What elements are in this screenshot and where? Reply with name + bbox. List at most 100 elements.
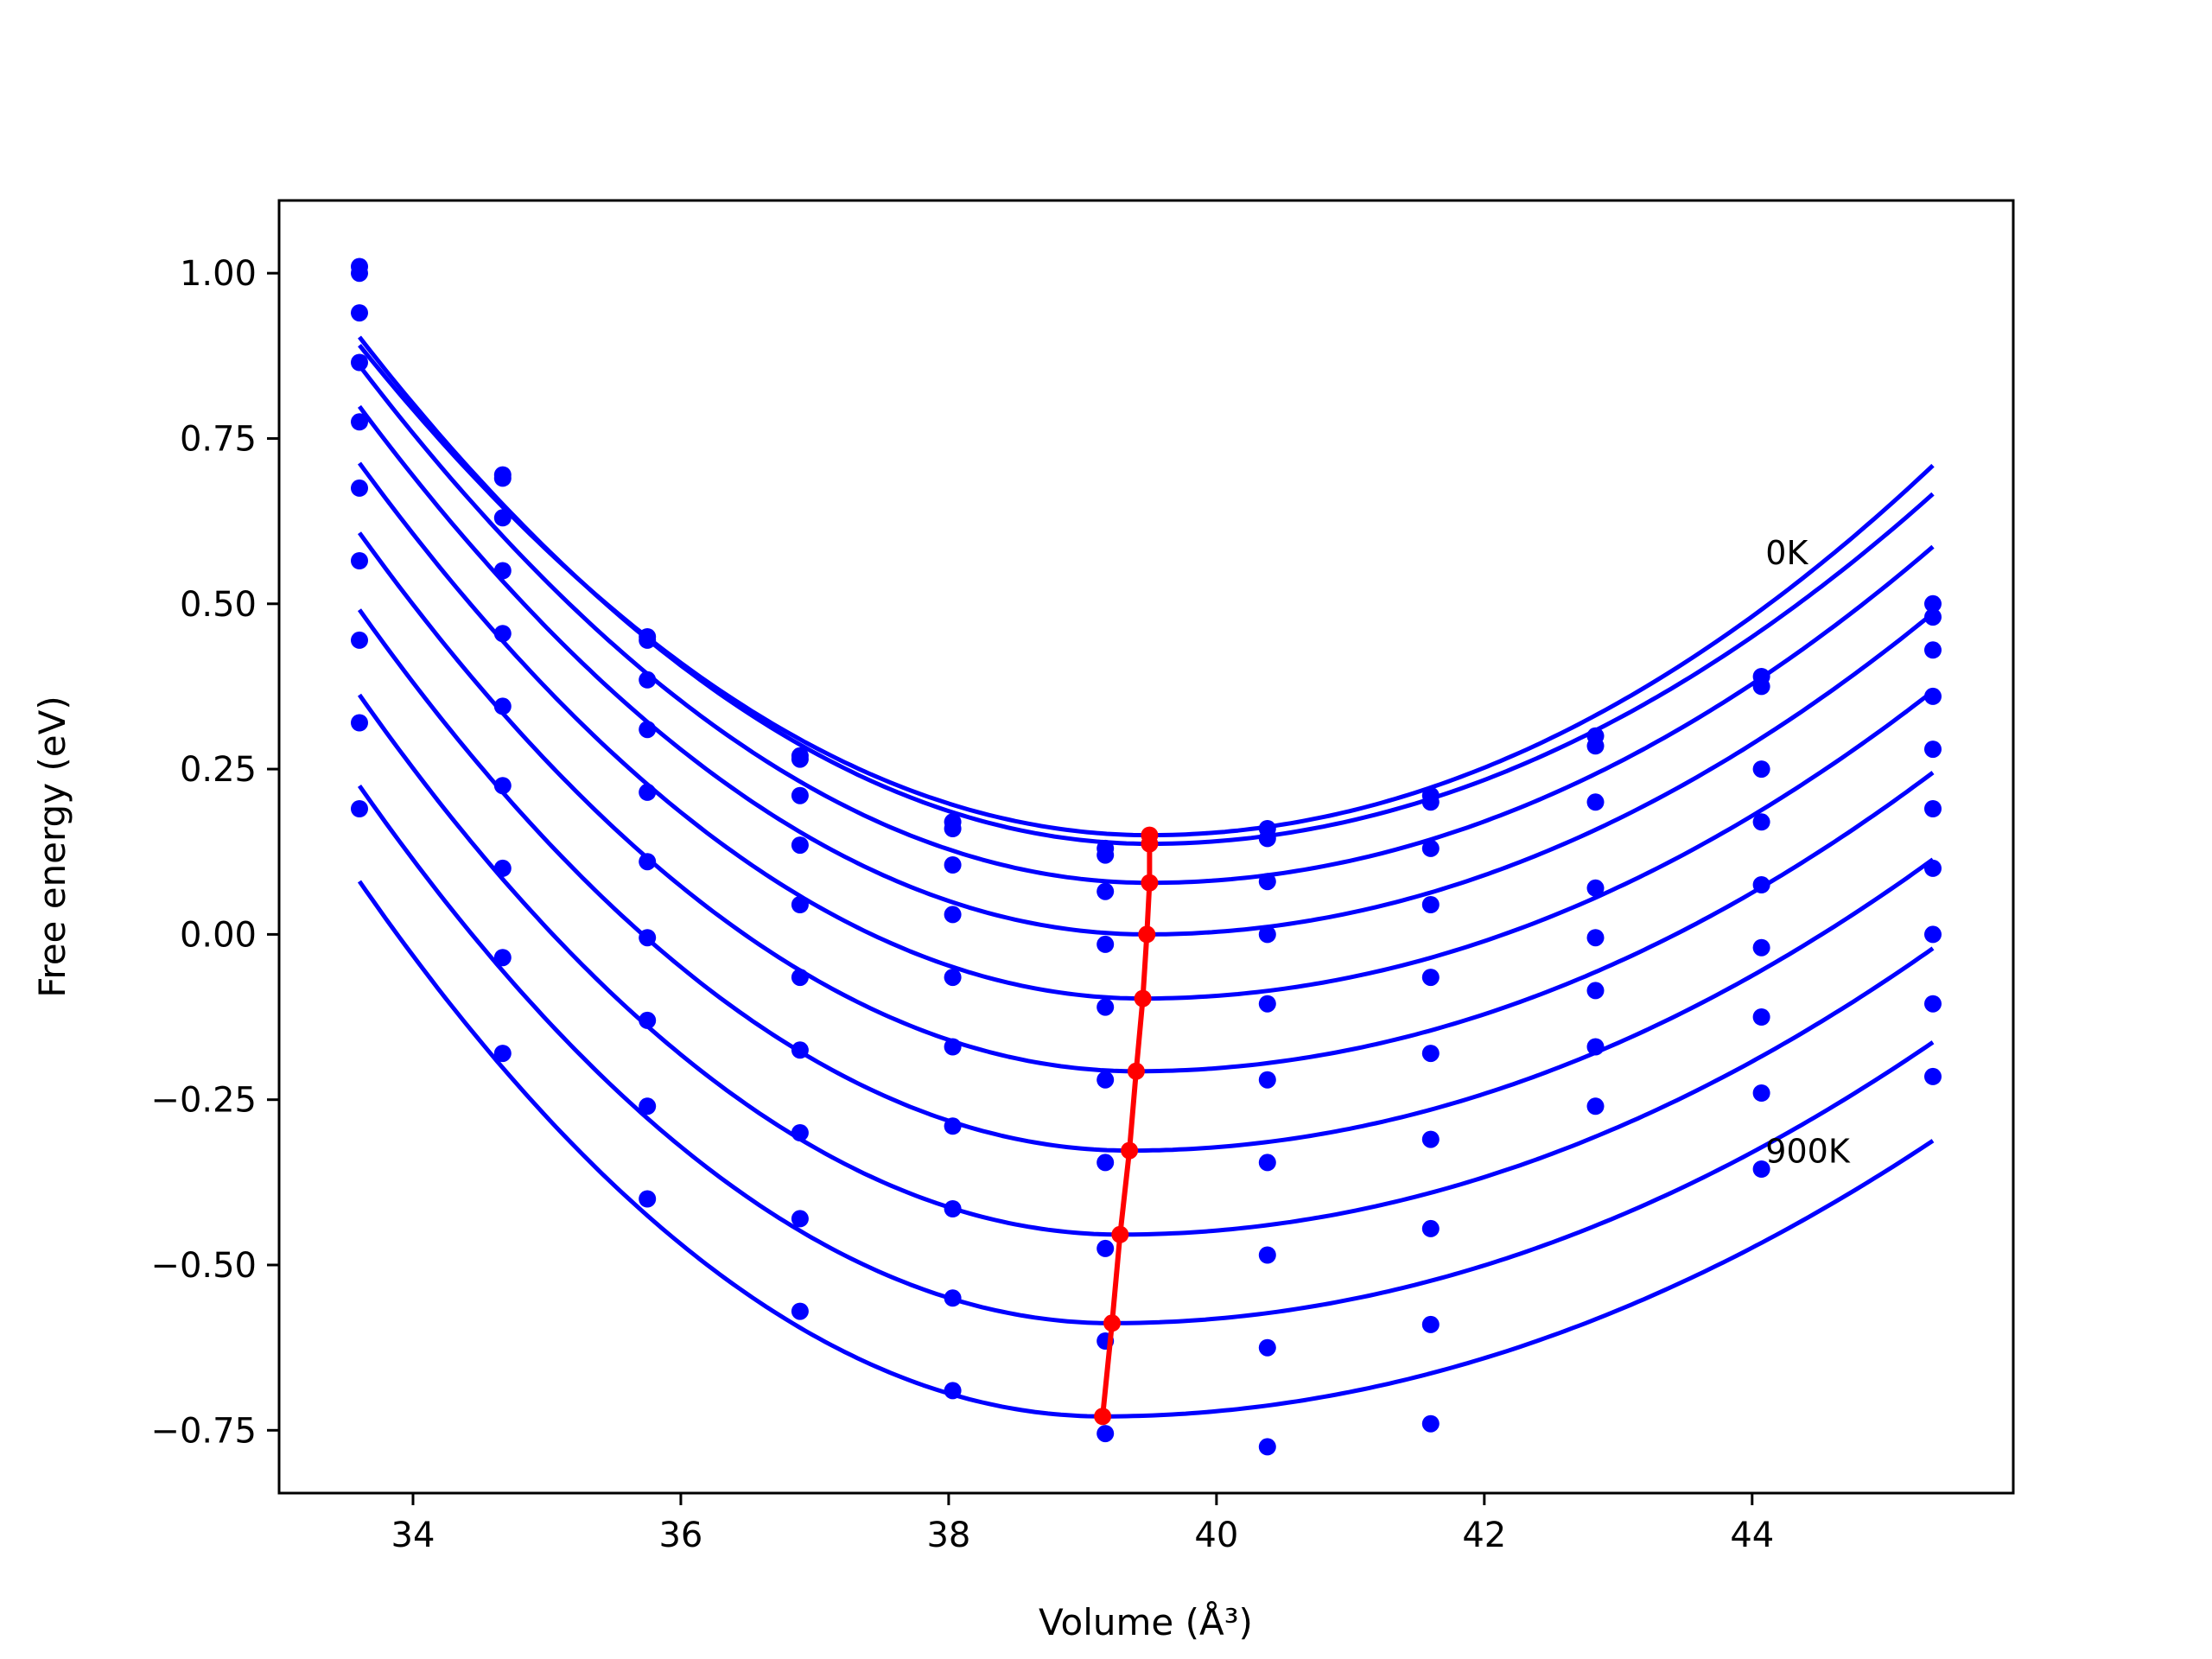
- data-point: [1924, 800, 1942, 817]
- y-axis: 1.00 0.75 0.50 0.25 0.00 −0.25 −0.50 −0.75: [150, 254, 279, 1451]
- data-point: [1258, 873, 1276, 891]
- data-point: [1421, 969, 1440, 987]
- data-point: [1421, 1045, 1440, 1063]
- y-tick-label: 0.25: [180, 750, 257, 790]
- data-point: [791, 786, 809, 804]
- y-tick-label: −0.50: [150, 1246, 257, 1286]
- minima-series: [1094, 826, 1159, 1426]
- x-axis-label: Volume (Å³): [1039, 1600, 1253, 1643]
- data-point: [639, 853, 657, 871]
- data-point: [1421, 896, 1440, 913]
- data-point: [493, 466, 512, 484]
- data-point: [639, 721, 657, 739]
- y-tick-label: 0.00: [180, 915, 257, 955]
- data-point: [639, 1190, 657, 1208]
- data-point: [944, 906, 962, 924]
- data-point: [1421, 1315, 1440, 1333]
- minima-line: [1100, 835, 1153, 1417]
- fit-curve-7: [357, 693, 1935, 1237]
- data-point: [1258, 925, 1276, 944]
- minimum-point: [1111, 1225, 1129, 1243]
- data-point: [1752, 760, 1770, 779]
- data-point: [493, 949, 512, 967]
- data-point: [791, 1302, 809, 1320]
- data-point: [1752, 1008, 1770, 1026]
- data-point: [1924, 1067, 1942, 1085]
- data-point: [1258, 1154, 1276, 1172]
- data-point: [944, 969, 962, 987]
- data-point: [791, 969, 809, 987]
- data-point: [351, 800, 368, 817]
- data-point: [351, 631, 368, 649]
- data-point: [791, 1124, 809, 1141]
- data-point: [493, 697, 512, 715]
- minimum-point: [1094, 1408, 1112, 1426]
- data-point: [1586, 1038, 1605, 1056]
- data-point: [1258, 1246, 1276, 1264]
- data-point: [1586, 929, 1605, 947]
- data-point: [1752, 677, 1770, 696]
- data-point: [1421, 793, 1440, 811]
- fit-curve-8: [357, 784, 1935, 1325]
- data-point: [1096, 1425, 1115, 1443]
- annotations: 0K 900K: [1765, 534, 1851, 1171]
- data-point: [791, 1210, 809, 1228]
- x-tick-label: 40: [1194, 1516, 1238, 1555]
- data-point: [493, 859, 512, 877]
- data-point: [639, 929, 657, 947]
- minimum-point: [1127, 1062, 1145, 1080]
- minimum-point: [1141, 835, 1159, 853]
- data-point: [1924, 641, 1942, 659]
- fit-curve-6: [357, 608, 1935, 1154]
- data-point: [944, 1038, 962, 1056]
- plot-frame: [277, 199, 2015, 1495]
- data-point: [1258, 1438, 1276, 1456]
- data-point: [351, 552, 368, 569]
- data-point: [493, 777, 512, 795]
- data-point: [1096, 935, 1115, 953]
- data-point: [639, 783, 657, 801]
- data-point: [1421, 1414, 1440, 1433]
- data-point: [1752, 1160, 1770, 1178]
- data-point: [1258, 995, 1276, 1013]
- data-point: [1924, 687, 1942, 705]
- minimum-point: [1103, 1314, 1121, 1332]
- annotation-label: 900K: [1765, 1132, 1851, 1170]
- data-point: [944, 820, 962, 837]
- data-point: [1096, 1071, 1115, 1089]
- data-points: [351, 257, 1942, 1456]
- data-point: [1924, 995, 1942, 1013]
- data-point: [1924, 741, 1942, 759]
- data-point: [493, 625, 512, 643]
- data-point: [791, 1041, 809, 1059]
- data-point: [1924, 594, 1942, 613]
- data-point: [351, 264, 368, 283]
- data-point: [351, 413, 368, 431]
- minimum-point: [1134, 989, 1152, 1007]
- y-axis-label: Free energy (eV): [31, 696, 73, 998]
- data-point: [944, 856, 962, 874]
- data-point: [1924, 608, 1942, 626]
- data-point: [1586, 982, 1605, 1000]
- data-point: [493, 562, 512, 580]
- data-point: [944, 1382, 962, 1400]
- data-point: [1258, 1071, 1276, 1089]
- data-point: [639, 671, 657, 689]
- y-tick-label: 0.75: [180, 419, 257, 459]
- data-point: [1924, 859, 1942, 877]
- data-point: [639, 1097, 657, 1116]
- data-point: [1586, 879, 1605, 897]
- data-point: [1586, 1097, 1605, 1116]
- data-point: [1096, 882, 1115, 900]
- data-point: [1586, 793, 1605, 811]
- data-point: [791, 896, 809, 913]
- data-point: [1586, 737, 1605, 755]
- minimum-point: [1121, 1141, 1139, 1160]
- data-point: [791, 836, 809, 855]
- data-point: [1258, 830, 1276, 848]
- data-point: [1096, 998, 1115, 1016]
- data-point: [351, 353, 368, 372]
- data-point: [791, 750, 809, 768]
- data-point: [351, 714, 368, 732]
